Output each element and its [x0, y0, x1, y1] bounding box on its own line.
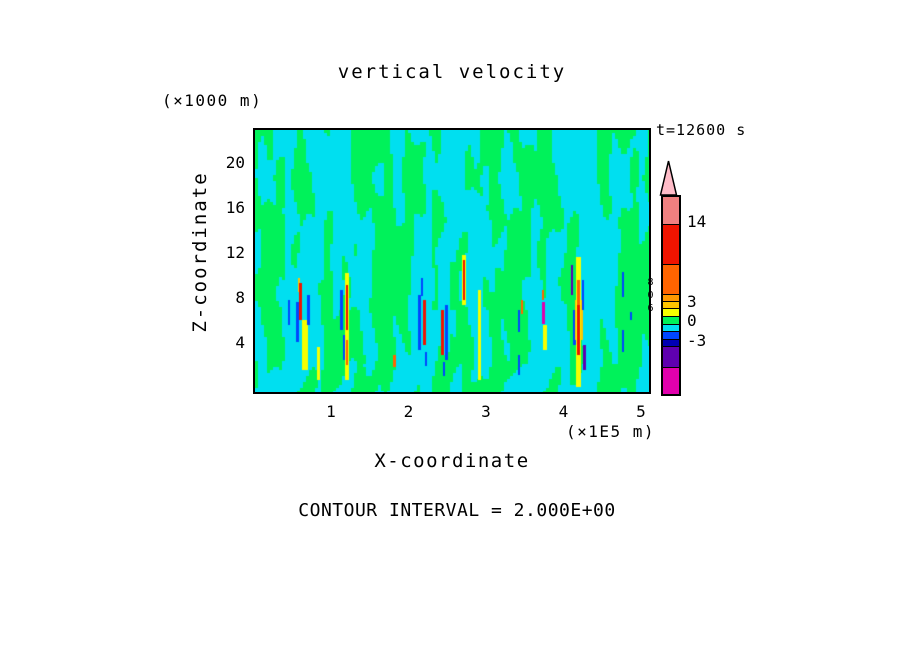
colorbar-band-salmon: [663, 197, 679, 224]
y-tick-label: 20: [225, 152, 245, 172]
x-tick-label: 5: [636, 402, 646, 421]
y-tick-label: 12: [225, 242, 245, 262]
colorbar: [661, 195, 681, 396]
colorbar-band-blue: [663, 331, 679, 339]
x-tick-label: 2: [403, 402, 414, 421]
y-axis-unit-label: (×1000 m): [162, 91, 263, 110]
plot-edge-annotation: 806: [645, 277, 656, 316]
x-tick-label: 1: [326, 402, 336, 421]
x-tick-label: 3: [481, 402, 491, 421]
colorbar-band-purple: [663, 346, 679, 367]
colorbar-band-orange: [663, 264, 679, 294]
colorbar-band-yellow: [663, 308, 679, 316]
colorbar-band-navy: [663, 339, 679, 346]
colorbar-band-cyan: [663, 324, 679, 331]
y-tick-label: 16: [225, 197, 245, 217]
y-tick-label: 8: [235, 287, 245, 307]
page-title: vertical velocity: [337, 61, 567, 83]
plot-area: [253, 128, 651, 394]
y-tick-label: 4: [235, 332, 245, 352]
colorbar-band-red: [663, 224, 679, 264]
colorbar-tick-label: 0: [687, 311, 697, 330]
colorbar-tick-label: -3: [687, 331, 707, 350]
colorbar-band-green: [663, 316, 679, 324]
velocity-field-canvas: [255, 130, 649, 392]
colorbar-band-magenta: [663, 367, 679, 394]
colorbar-arrow-icon: [659, 160, 678, 196]
colorbar-band-amber: [663, 294, 679, 301]
colorbar-band-gold: [663, 301, 679, 308]
colorbar-tick-label: 14: [687, 212, 707, 231]
contour-interval-note: CONTOUR INTERVAL = 2.000E+00: [298, 500, 616, 521]
x-axis-unit-label: (×1E5 m): [566, 422, 656, 441]
x-axis-title: X-coordinate: [374, 450, 530, 472]
x-tick-label: 4: [558, 402, 569, 421]
timestamp-label: t=12600 s: [656, 121, 747, 139]
colorbar-tick-label: 3: [687, 292, 697, 311]
